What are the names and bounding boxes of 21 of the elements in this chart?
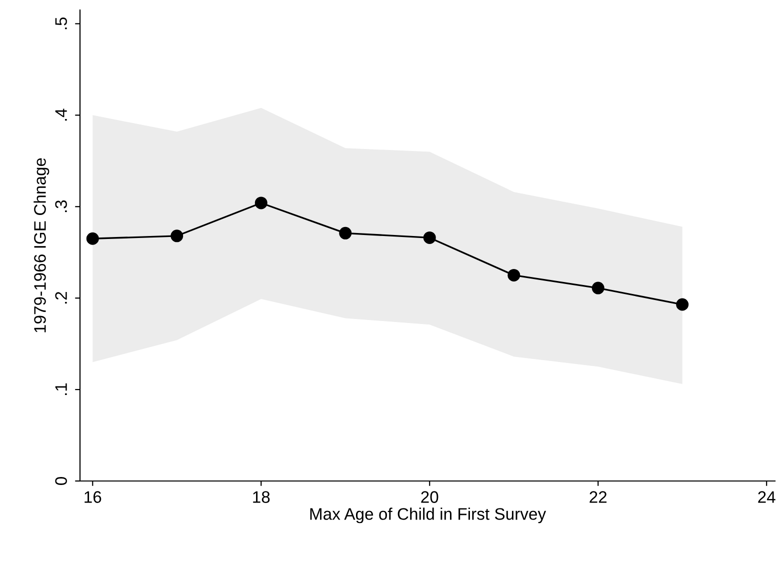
x-axis-title: Max Age of Child in First Survey [310,508,546,524]
point [508,268,520,282]
y-tick-label: .2 [55,292,67,304]
y-tick-label: .4 [55,108,67,121]
x-tick-label: 22 [590,491,607,503]
point [254,196,268,210]
x-tick-label: 18 [253,491,270,503]
point [86,232,99,245]
y-tick-label: .3 [55,200,67,212]
x-tick-label: 20 [421,491,438,503]
y-tick-label: .5 [55,17,67,30]
x-tick-label: 16 [84,491,102,503]
point [339,226,352,240]
point [676,298,689,311]
x-tick-label: 24 [758,491,776,503]
y-axis-title: 1979-1966 IGE Chnage [34,158,50,332]
point [170,230,184,242]
y-tick-label: 0 [55,477,67,485]
point [423,231,436,244]
y-tick-label: .1 [55,383,67,395]
point [592,282,604,294]
